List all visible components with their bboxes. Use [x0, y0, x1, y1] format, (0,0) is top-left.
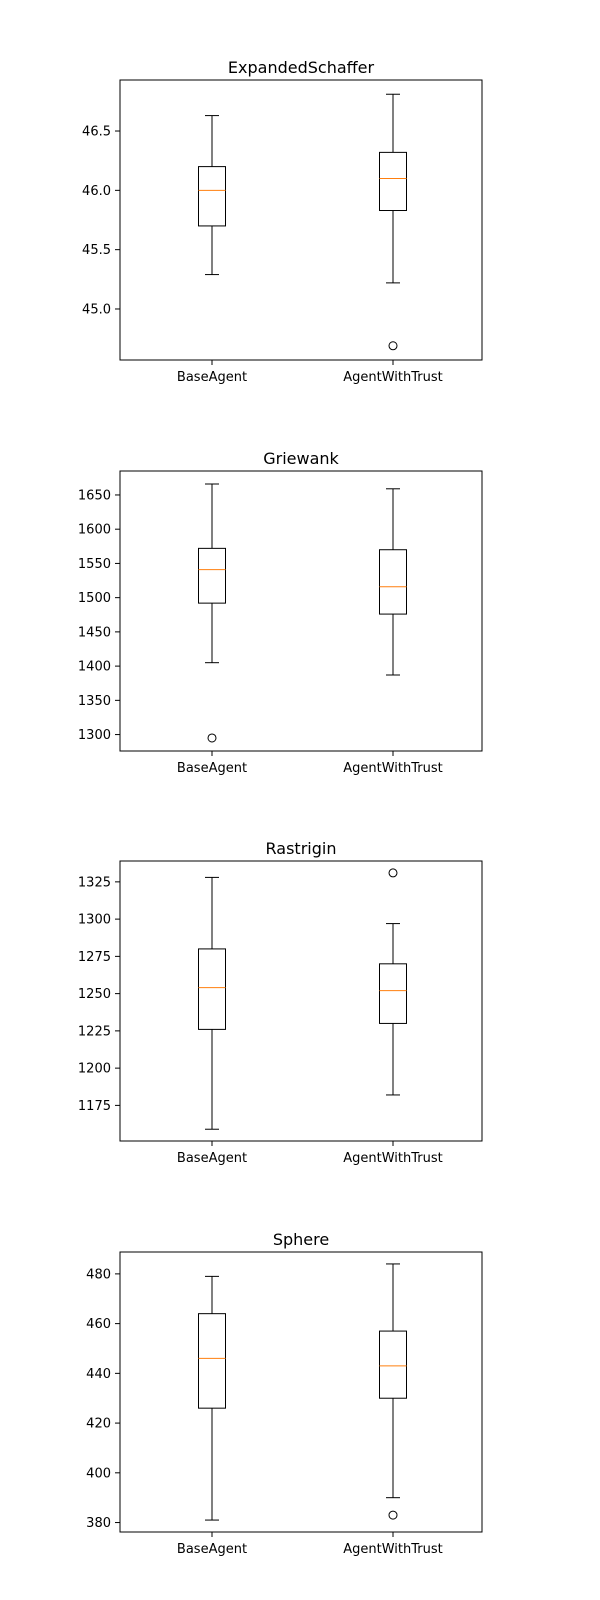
box-AgentWithTrust [379, 488, 407, 676]
box-iqr [198, 1313, 226, 1409]
subplot-3: Rastrigin 1175 1200 1225 1250 1275 1300 1325 Bas… [78, 839, 483, 1166]
y-tick-label: 1325 [78, 875, 111, 890]
y-tick-label: 1650 [78, 488, 111, 503]
box-BaseAgent [198, 1275, 226, 1521]
subplot-2: Griewank 1300 1350 1400 1450 1500 1550 1600 1650… [78, 449, 483, 776]
y-tick-label: 1500 [78, 591, 111, 606]
box-iqr [379, 1330, 407, 1399]
y-tick-label: 1250 [78, 987, 111, 1002]
y-tick-label: 45.0 [82, 302, 111, 317]
y-tick-label: 1350 [78, 694, 111, 709]
y-tick-label: 380 [86, 1516, 111, 1531]
outlier-point [388, 868, 398, 878]
y-tick-label: 1175 [78, 1099, 111, 1114]
y-tick-label: 480 [86, 1267, 111, 1282]
x-tick-label: BaseAgent [177, 1542, 247, 1557]
y-tick-label: 1600 [78, 523, 111, 538]
y-tick-label: 45.5 [82, 243, 111, 258]
y-tick-label: 1450 [78, 625, 111, 640]
box-AgentWithTrust [379, 1263, 407, 1520]
y-tick-label: 1300 [78, 913, 111, 928]
y-tick-label: 1200 [78, 1062, 111, 1077]
outlier-point [388, 341, 398, 351]
y-tick-label: 1275 [78, 950, 111, 965]
x-tick-label: BaseAgent [177, 1151, 247, 1166]
box-BaseAgent [198, 876, 226, 1130]
subplot-4: Sphere 380 400 420 440 460 480 BaseAgent AgentWi… [86, 1230, 483, 1557]
box-iqr [198, 948, 226, 1030]
box-iqr [198, 166, 226, 227]
subplot-title: Sphere [273, 1230, 329, 1249]
subplot-title: ExpandedSchaffer [228, 58, 375, 77]
axes-frame [119, 860, 483, 1142]
subplot-title: Griewank [263, 449, 339, 468]
y-tick-label: 400 [86, 1466, 111, 1481]
axes-frame [119, 1251, 483, 1533]
box-AgentWithTrust [379, 868, 407, 1096]
axes-frame [119, 470, 483, 752]
box-BaseAgent [198, 115, 226, 276]
axes-frame [119, 79, 483, 361]
box-BaseAgent [198, 483, 226, 743]
box-iqr [379, 963, 407, 1024]
box-iqr [379, 151, 407, 212]
subplot-title: Rastrigin [266, 839, 337, 858]
y-tick-label: 1300 [78, 728, 111, 743]
subplot-1: ExpandedSchaffer 45.0 45.5 46.0 46.5 BaseAgen… [82, 58, 483, 385]
y-tick-label: 1550 [78, 557, 111, 572]
x-tick-label: AgentWithTrust [343, 370, 442, 385]
box-AgentWithTrust [379, 93, 407, 351]
y-tick-label: 1400 [78, 660, 111, 675]
y-tick-label: 1225 [78, 1024, 111, 1039]
x-tick-label: AgentWithTrust [343, 761, 442, 776]
outlier-point [207, 733, 217, 743]
x-tick-label: BaseAgent [177, 761, 247, 776]
y-tick-label: 420 [86, 1417, 111, 1432]
y-tick-label: 460 [86, 1317, 111, 1332]
box-iqr [379, 549, 407, 615]
y-tick-label: 46.0 [82, 184, 111, 199]
box-iqr [198, 547, 226, 604]
y-tick-label: 46.5 [82, 125, 111, 140]
y-tick-label: 440 [86, 1367, 111, 1382]
outlier-point [388, 1510, 398, 1520]
x-tick-label: AgentWithTrust [343, 1542, 442, 1557]
x-tick-label: AgentWithTrust [343, 1151, 442, 1166]
x-tick-label: BaseAgent [177, 370, 247, 385]
